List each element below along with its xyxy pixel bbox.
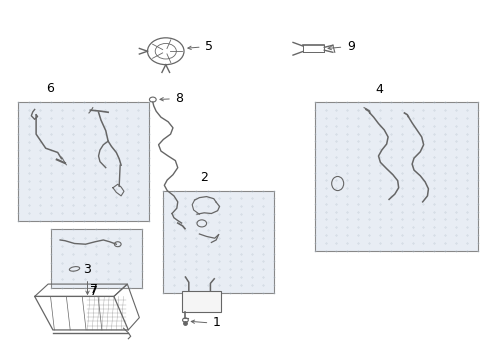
Text: 6: 6	[47, 82, 54, 95]
Text: 8: 8	[175, 93, 183, 105]
Text: 4: 4	[375, 83, 383, 96]
Bar	[50, 229, 142, 288]
Text: 2: 2	[200, 171, 208, 184]
Text: 3: 3	[84, 263, 92, 276]
Bar	[18, 102, 149, 221]
Text: 9: 9	[347, 40, 355, 54]
Text: 1: 1	[213, 316, 220, 329]
Bar	[163, 190, 274, 293]
Text: 7: 7	[90, 285, 98, 298]
Text: 5: 5	[205, 40, 213, 54]
Text: 7: 7	[90, 283, 98, 296]
Bar	[315, 102, 478, 251]
Bar	[182, 291, 221, 312]
